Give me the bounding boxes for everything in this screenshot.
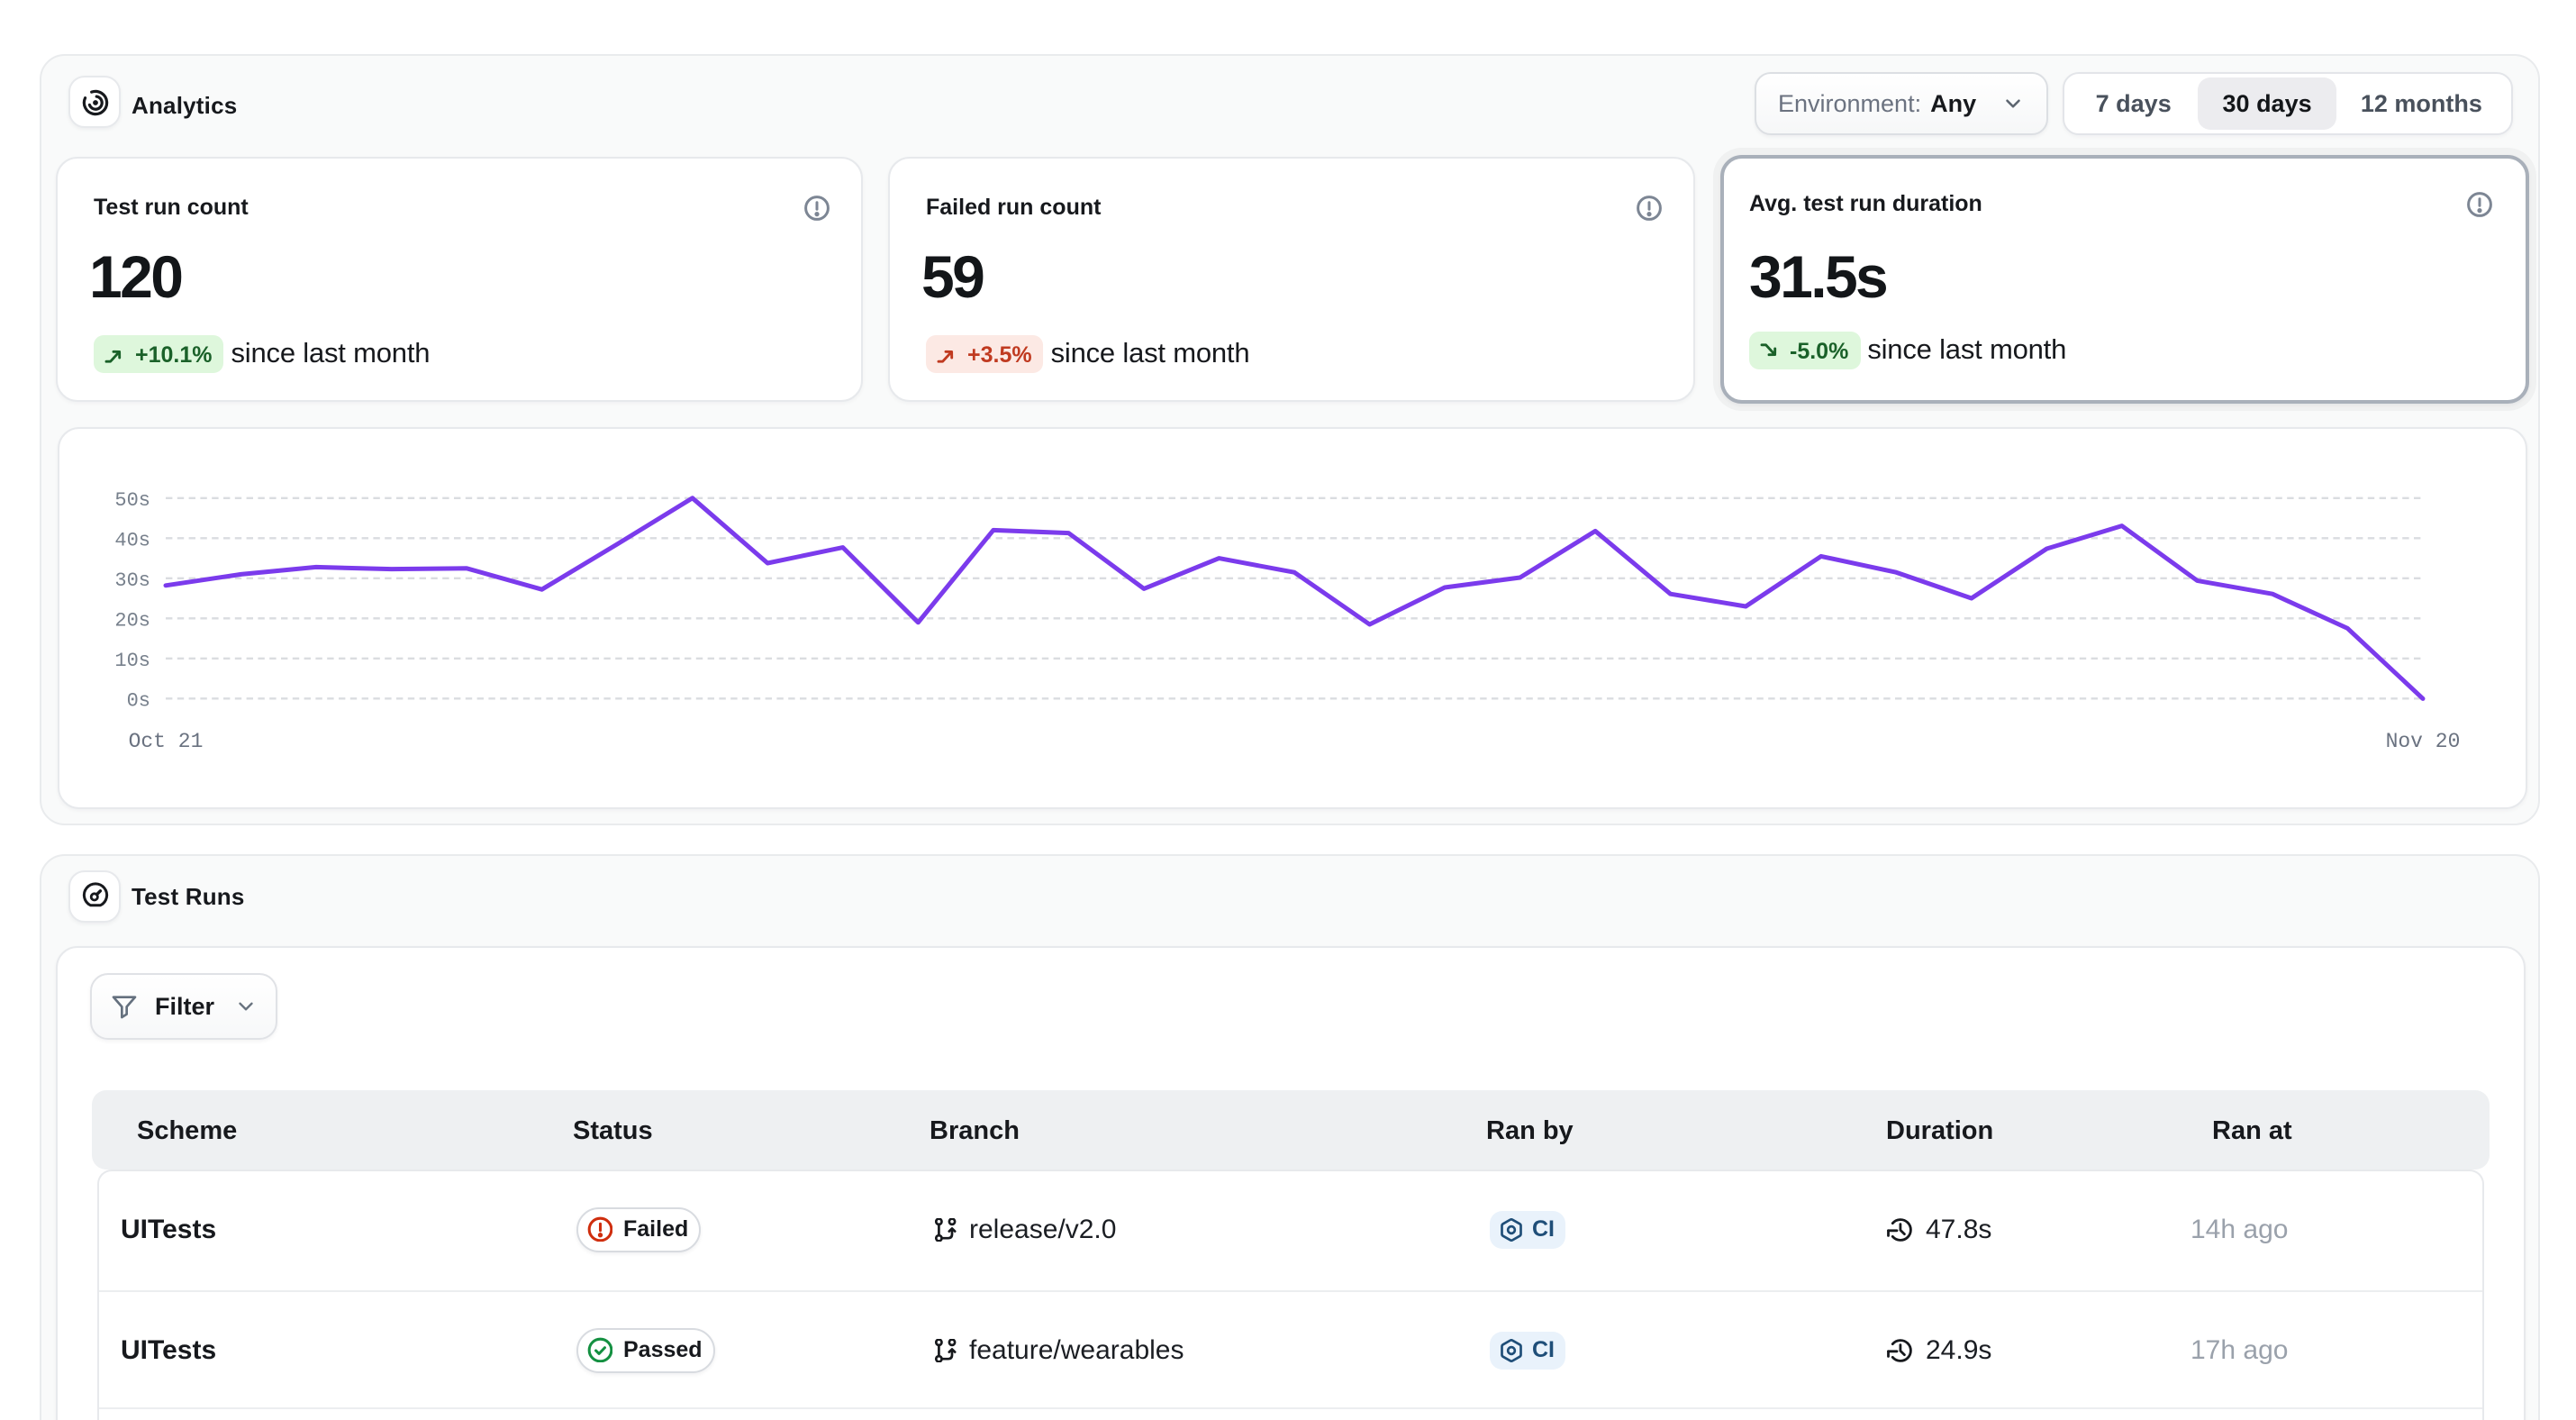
svg-text:10s: 10s <box>114 650 150 672</box>
svg-text:50s: 50s <box>114 489 150 512</box>
svg-text:40s: 40s <box>114 529 150 551</box>
svg-text:0s: 0s <box>127 689 150 712</box>
svg-text:Nov 20: Nov 20 <box>2386 730 2461 753</box>
svg-text:Oct 21: Oct 21 <box>129 730 204 753</box>
svg-text:20s: 20s <box>114 609 150 632</box>
svg-text:30s: 30s <box>114 569 150 592</box>
